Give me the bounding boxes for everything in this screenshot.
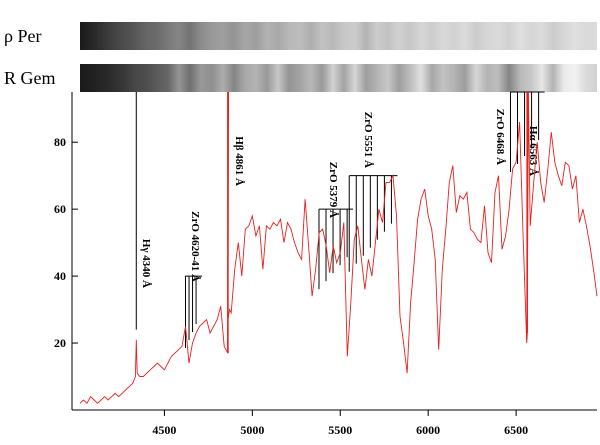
annotation-label: Hβ 4861 Å [233,136,245,186]
series-line [79,91,598,405]
y-tick-label: 20 [54,336,66,350]
spectrum-strip [80,22,597,50]
x-tick-label: 5000 [240,423,264,437]
annotation-label: ZrO 4620-41 Å [189,211,201,282]
strip-label: R Gem [4,68,56,88]
line-annotations: Hγ 4340 Å ZrO 4620-41 Å Hβ 4861 Å ZrO 5379 … [135,91,545,354]
x-tick-label: 5500 [328,423,352,437]
axes: 20 40 60 80 4500 5000 5500 6000 6500 [54,92,597,437]
y-tick-label: 80 [54,135,66,149]
x-tick-label: 6500 [504,423,528,437]
annotation-label: Hα 6563 Å [527,126,539,176]
series-layer [79,91,598,405]
annotation-label: Hγ 4340 Å [140,239,152,288]
annotation-label: ZrO 5551 Å [362,112,374,168]
strip-label: ρ Per [4,26,41,46]
x-tick-label: 6000 [416,423,440,437]
spectrum-strip [80,64,597,92]
y-tick-label: 40 [54,269,66,283]
spectrum-strips: ρ Per R Gem [4,22,597,92]
annotation-label: ZrO 6468 Å [494,109,506,165]
y-tick-label: 60 [54,202,66,216]
x-tick-label: 4500 [152,423,176,437]
annotation-label: ZrO 5379 Å [327,162,339,218]
